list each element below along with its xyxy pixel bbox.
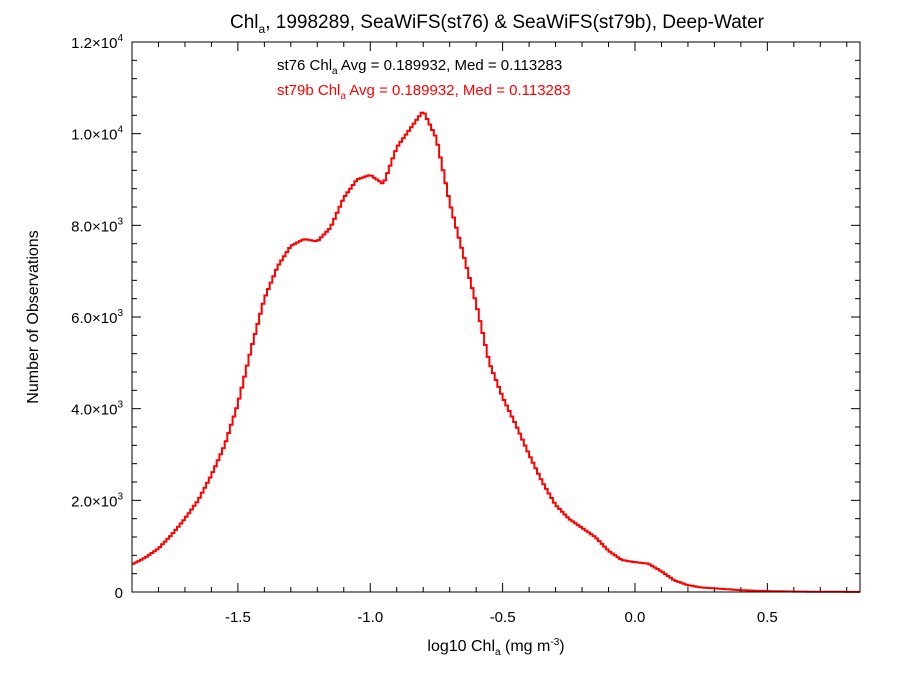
y-tick-label: 1.0×104 — [71, 125, 123, 144]
x-tick-label: -1.5 — [225, 609, 251, 626]
x-tick-label: 0.0 — [625, 609, 646, 626]
plot-frame — [131, 41, 861, 593]
x-tick-label: -0.5 — [490, 609, 516, 626]
y-tick-label: 8.0×103 — [71, 216, 123, 235]
x-axis-ticks: -1.5 -1.0 -0.5 0.0 0.5 — [131, 42, 848, 626]
y-axis-label: Number of Observations — [25, 230, 42, 403]
x-axis-label: log10 Chla (mg m-3) — [427, 637, 564, 658]
histogram-series-line — [132, 111, 860, 593]
y-axis-ticks: 0 2.0×103 4.0×103 6.0×103 8.0×103 1.0×104 1.2×… — [71, 33, 860, 602]
chart-title: Chla, 1998289, SeaWiFS(st76) & SeaWiFS(s… — [230, 12, 765, 36]
annotation-st79b: st79b Chla Avg = 0.189932, Med = 0.11328… — [277, 82, 571, 102]
annotation-st76: st76 Chla Avg = 0.189932, Med = 0.113283 — [277, 57, 562, 77]
x-tick-label: 0.5 — [757, 609, 778, 626]
y-tick-label: 0 — [115, 585, 123, 602]
y-tick-label: 6.0×103 — [71, 308, 123, 327]
x-tick-label: -1.0 — [357, 609, 383, 626]
y-tick-label: 4.0×103 — [71, 400, 123, 419]
y-tick-label: 1.2×104 — [71, 33, 123, 52]
y-tick-label: 2.0×103 — [71, 491, 123, 510]
